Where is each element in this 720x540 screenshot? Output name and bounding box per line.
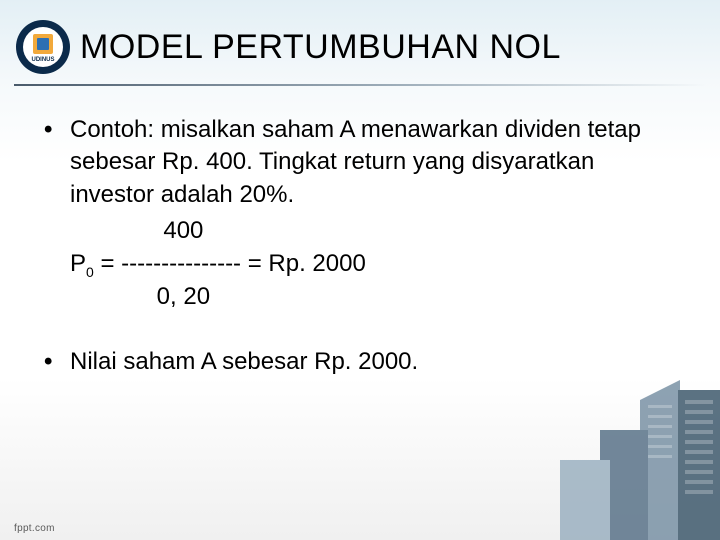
title-underline bbox=[14, 84, 706, 86]
eq-sub: 0 bbox=[86, 263, 94, 279]
logo-text: UDINUS bbox=[31, 57, 54, 63]
equation-block: 400 P0 = --------------- = Rp. 2000 0, 2… bbox=[70, 215, 676, 313]
udinus-logo: UDINUS bbox=[14, 18, 72, 76]
eq-p: P bbox=[70, 250, 86, 277]
footer-watermark: fppt.com bbox=[14, 523, 55, 534]
bullet-item-1: • Contoh: misalkan saham A menawarkan di… bbox=[44, 114, 676, 211]
bullet-text-2: Nilai saham A sebesar Rp. 2000. bbox=[70, 346, 676, 378]
bullet-dot: • bbox=[44, 346, 70, 378]
eq-numerator: 400 bbox=[70, 215, 676, 247]
bullet-item-2: • Nilai saham A sebesar Rp. 2000. bbox=[44, 346, 676, 378]
eq-rest: = --------------- = Rp. 2000 bbox=[94, 250, 366, 277]
slide-title: MODEL PERTUMBUHAN NOL bbox=[80, 28, 561, 67]
eq-main: P0 = --------------- = Rp. 2000 bbox=[70, 248, 676, 282]
buildings-decor bbox=[480, 370, 720, 540]
header: UDINUS MODEL PERTUMBUHAN NOL bbox=[0, 0, 720, 84]
eq-denominator: 0, 20 bbox=[70, 281, 676, 313]
bullet-text-1: Contoh: misalkan saham A menawarkan divi… bbox=[70, 114, 676, 211]
bullet-dot: • bbox=[44, 114, 70, 211]
content-area: • Contoh: misalkan saham A menawarkan di… bbox=[0, 84, 720, 378]
